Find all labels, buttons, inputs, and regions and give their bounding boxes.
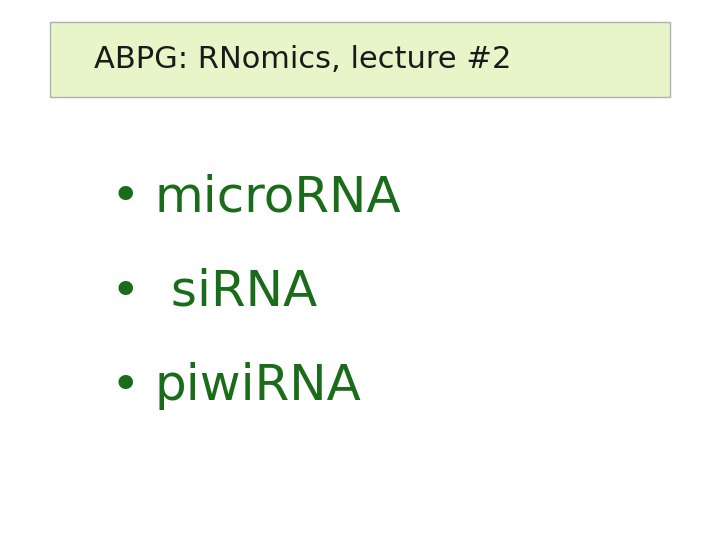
Text: •: •	[111, 362, 140, 410]
Text: siRNA: siRNA	[155, 268, 317, 315]
Text: •: •	[111, 268, 140, 315]
Text: •: •	[111, 173, 140, 221]
Text: piwiRNA: piwiRNA	[155, 362, 361, 410]
Text: microRNA: microRNA	[155, 173, 402, 221]
FancyBboxPatch shape	[50, 22, 670, 97]
Text: ABPG: RNomics, lecture #2: ABPG: RNomics, lecture #2	[94, 45, 511, 74]
